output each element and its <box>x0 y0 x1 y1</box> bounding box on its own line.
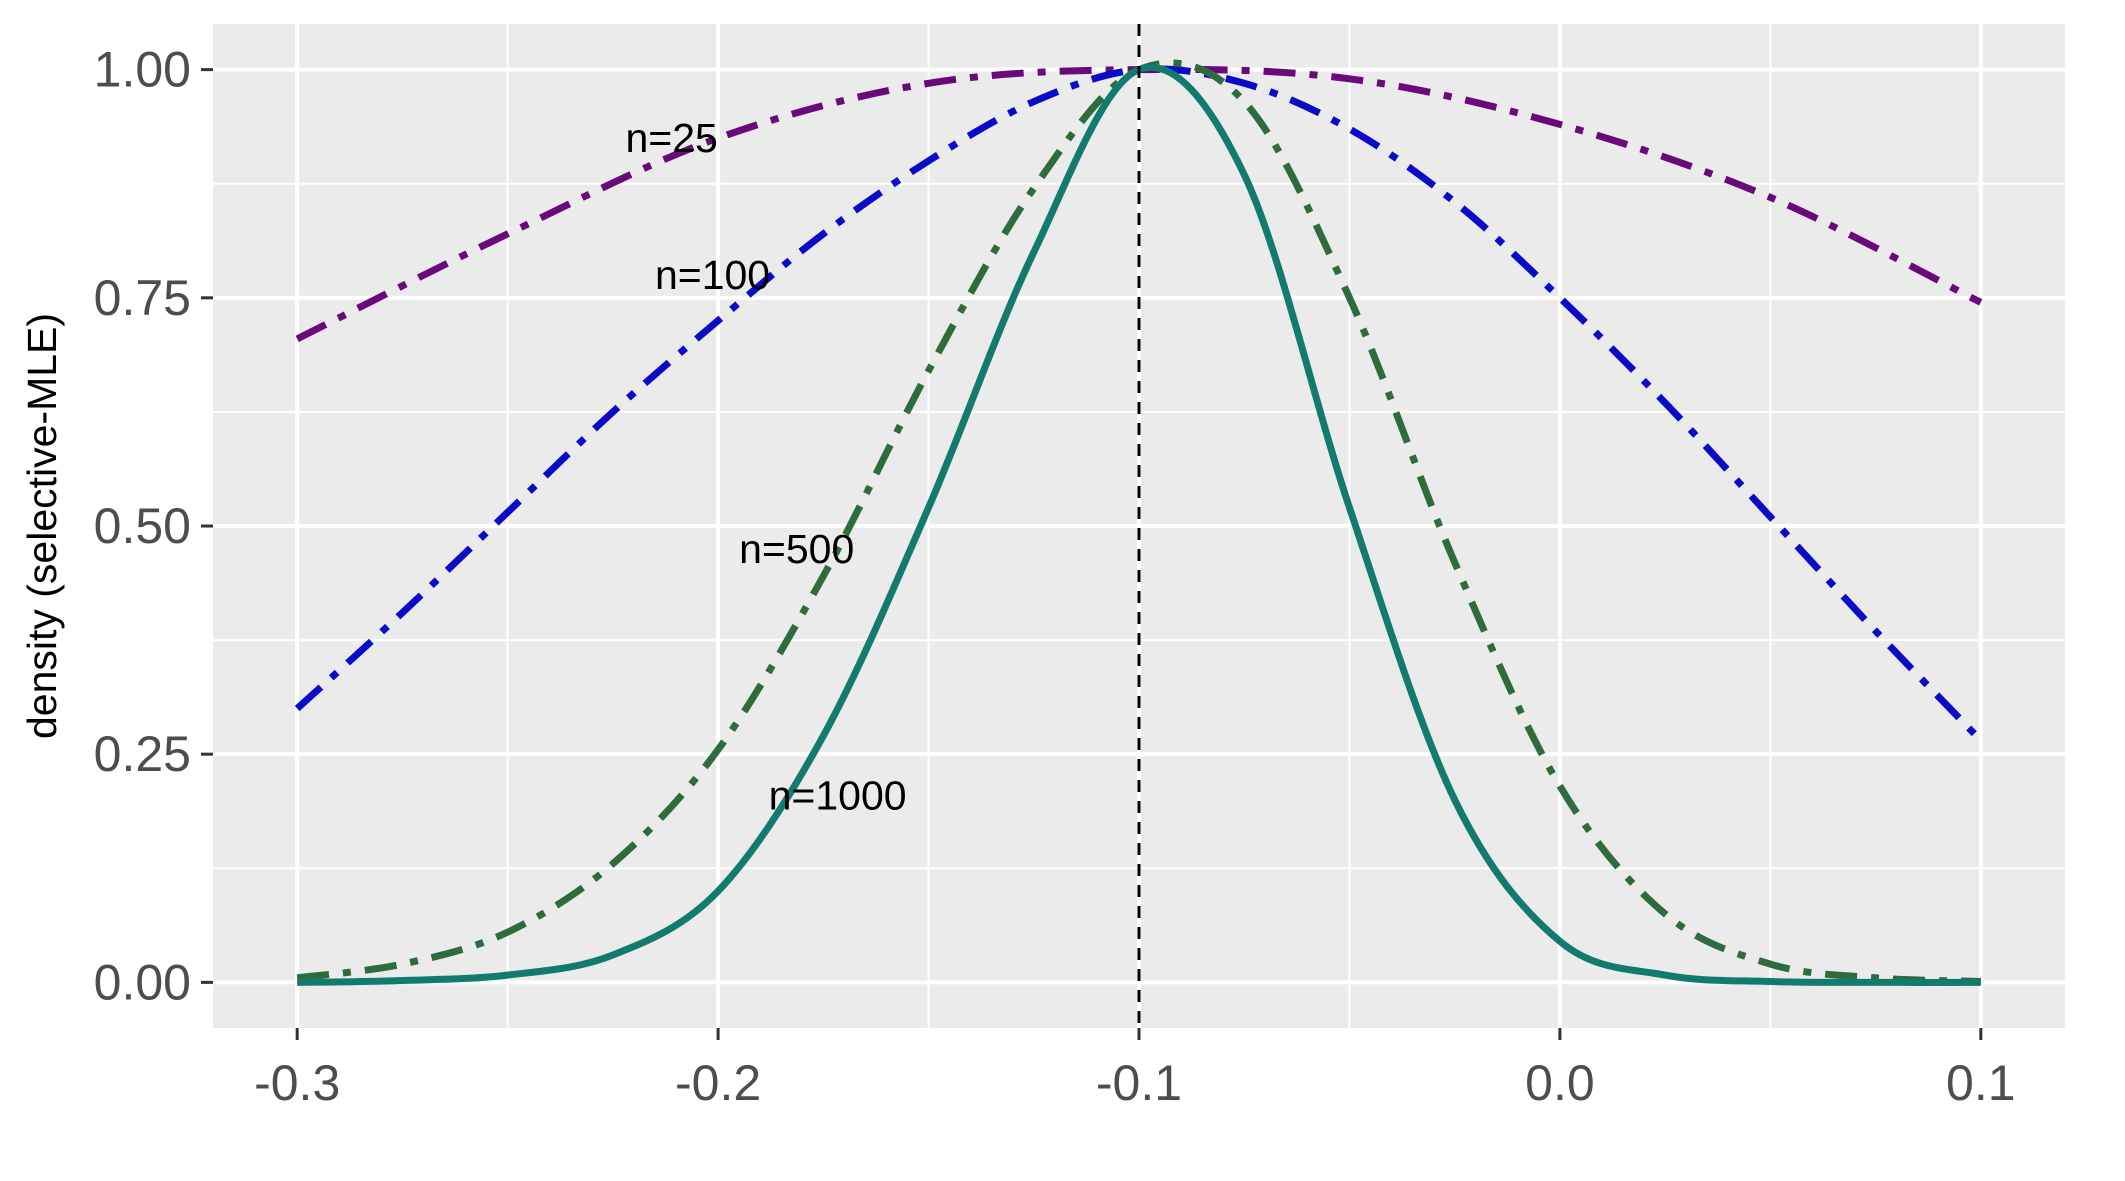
series-labels: n=25 n=100 n=500 n=1000 <box>625 115 906 818</box>
major-gridlines <box>213 24 2065 1028</box>
series-label-n-100: n=100 <box>655 252 770 298</box>
y-axis-title: density (selective-MLE) <box>19 313 65 739</box>
x-tick-label: -0.1 <box>1096 1055 1182 1111</box>
y-tick-label: 1.00 <box>94 42 191 98</box>
series-label-n-25: n=25 <box>625 115 717 161</box>
x-tick-label: -0.3 <box>254 1055 340 1111</box>
x-tick-label: 0.0 <box>1525 1055 1595 1111</box>
tick-labels: -0.3 -0.2 -0.1 0.0 0.1 0.00 0.25 0.50 0.75 1.00 <box>94 42 2016 1111</box>
x-tick-label: -0.2 <box>675 1055 761 1111</box>
y-tick-label: 0.25 <box>94 726 191 782</box>
axis-ticks <box>201 68 1983 1040</box>
x-tick-label: 0.1 <box>1946 1055 2016 1111</box>
y-tick-label: 0.75 <box>94 270 191 326</box>
series-label-n-500: n=500 <box>739 526 854 572</box>
series-label-n-1000: n=1000 <box>769 772 907 818</box>
y-tick-label: 0.00 <box>94 954 191 1010</box>
y-tick-label: 0.50 <box>94 498 191 554</box>
